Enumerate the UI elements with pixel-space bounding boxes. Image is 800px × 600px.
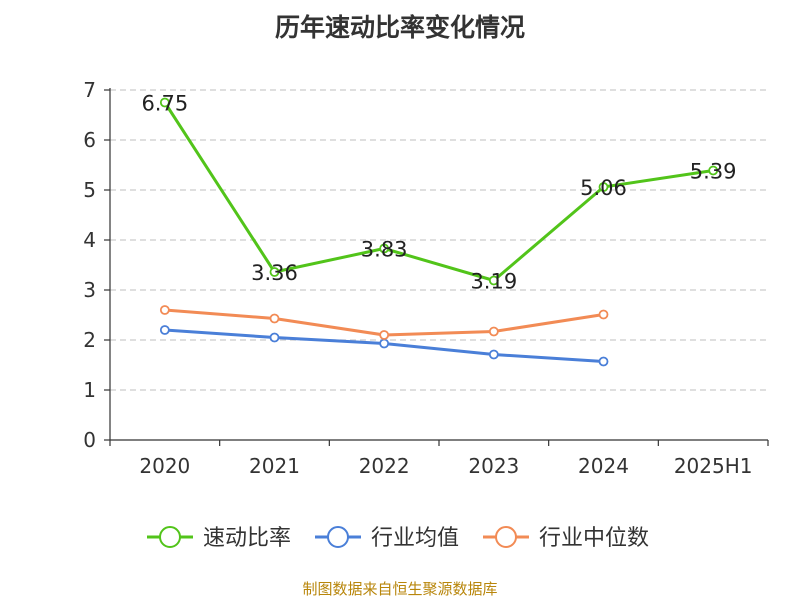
data-label: 3.83 bbox=[361, 238, 408, 262]
data-point bbox=[269, 332, 280, 343]
data-label: 5.39 bbox=[690, 160, 737, 184]
data-label: 3.36 bbox=[251, 261, 298, 285]
y-tick-label: 6 bbox=[83, 128, 96, 152]
legend-marker-1 bbox=[159, 526, 181, 548]
chart-title: 历年速动比率变化情况 bbox=[274, 13, 525, 42]
data-point bbox=[159, 305, 170, 315]
x-tick-label: 2023 bbox=[468, 454, 519, 478]
gridlines bbox=[110, 89, 768, 391]
x-tick-label: 2024 bbox=[578, 454, 629, 478]
y-tick-label: 3 bbox=[83, 278, 96, 302]
legend-marker-2 bbox=[327, 526, 349, 548]
legend-label-2: 行业均值 bbox=[371, 526, 459, 551]
legend: 速动比率 行业均值 行业中位数 bbox=[147, 526, 649, 551]
source-note: 制图数据来自恒生聚源数据库 bbox=[302, 580, 498, 598]
y-tick-label: 7 bbox=[83, 78, 96, 102]
series-line-1 bbox=[163, 101, 714, 282]
y-tick-label: 2 bbox=[83, 328, 96, 352]
data-point bbox=[488, 275, 499, 286]
data-point bbox=[488, 326, 499, 337]
data-point bbox=[598, 356, 609, 367]
axes: 0 1 2 3 4 5 6 7 2020 2021 2022 2023 2024 2025H1 bbox=[83, 78, 769, 478]
data-point bbox=[598, 309, 609, 320]
legend-label-3: 行业中位数 bbox=[539, 526, 649, 551]
data-point bbox=[708, 165, 719, 176]
y-tick-label: 1 bbox=[83, 378, 96, 402]
data-label: 6.75 bbox=[141, 92, 188, 116]
x-tick-label: 2025H1 bbox=[674, 454, 753, 478]
data-labels: 6.75 3.36 3.83 3.19 5.06 5.39 bbox=[141, 92, 736, 294]
data-point bbox=[269, 267, 280, 277]
data-point bbox=[379, 330, 390, 340]
x-tick-label: 2020 bbox=[139, 454, 190, 478]
series-lines bbox=[163, 101, 714, 363]
legend-label-1: 速动比率 bbox=[203, 526, 291, 551]
data-point bbox=[269, 313, 280, 324]
data-label: 3.19 bbox=[470, 270, 517, 294]
data-label: 5.06 bbox=[580, 176, 627, 200]
x-tick-label: 2021 bbox=[249, 454, 300, 478]
data-point bbox=[488, 349, 499, 360]
data-point bbox=[379, 338, 390, 349]
y-tick-label: 0 bbox=[83, 428, 96, 452]
data-point bbox=[159, 97, 170, 108]
x-tick-label: 2022 bbox=[359, 454, 410, 478]
y-tick-label: 4 bbox=[83, 228, 96, 252]
data-point bbox=[159, 325, 170, 335]
legend-marker-3 bbox=[495, 526, 517, 548]
data-points bbox=[159, 97, 719, 367]
y-tick-label: 5 bbox=[83, 178, 96, 202]
data-point bbox=[598, 182, 609, 192]
data-point bbox=[379, 243, 390, 254]
